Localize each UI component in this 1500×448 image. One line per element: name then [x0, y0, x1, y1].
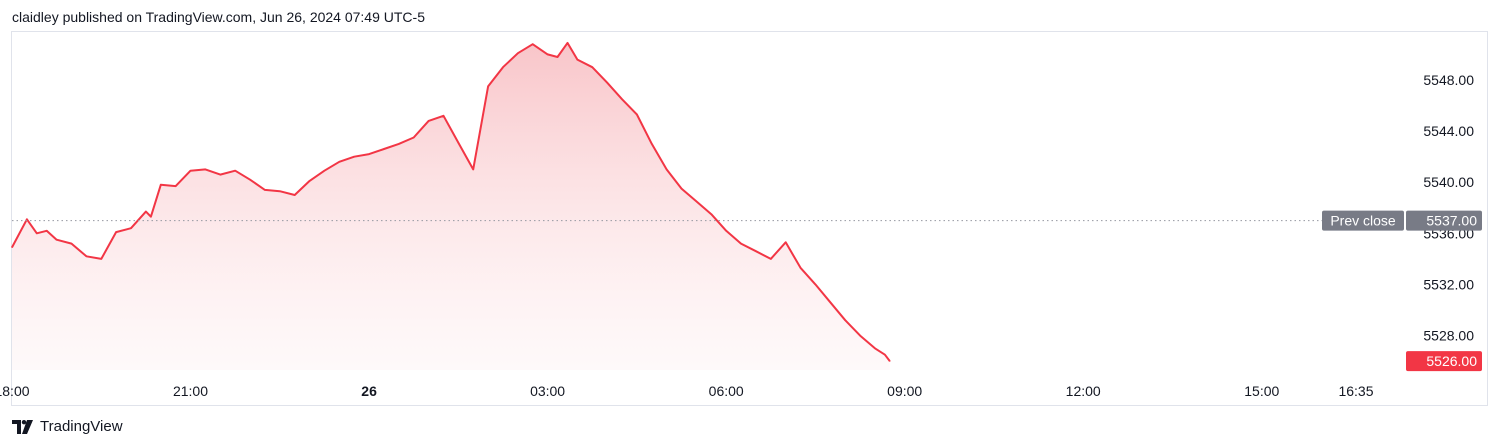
publish-header: claidley published on TradingView.com, J… [12, 9, 425, 25]
price-point [413, 136, 415, 139]
price-point [175, 185, 177, 187]
price-point [46, 230, 48, 232]
time-tick-label: 26 [361, 383, 377, 399]
last-price-value: 5526.00 [1426, 353, 1477, 369]
price-point [249, 179, 251, 181]
price-point [11, 246, 13, 248]
price-point [859, 335, 861, 337]
tradingview-logo-icon [12, 419, 33, 434]
price-point [889, 360, 891, 362]
price-tick-label: 5540.00 [1423, 174, 1474, 190]
price-point [666, 168, 668, 170]
price-point [487, 85, 489, 87]
time-tick-label: 06:00 [709, 383, 744, 399]
plot-area [11, 41, 1322, 371]
price-point [874, 347, 876, 349]
price-point [814, 283, 817, 285]
footer-brand: TradingView [40, 418, 123, 435]
price-point [279, 190, 281, 192]
price-point [844, 319, 846, 321]
price-point [472, 168, 474, 170]
price-point [710, 213, 712, 215]
price-point [636, 113, 638, 116]
price-point [130, 227, 132, 229]
price-point [695, 200, 698, 202]
price-chart[interactable]: 18:00 21:00 26 03:00 06:00 09:00 12:00 15:00 16:… [0, 0, 1500, 410]
price-point [651, 143, 653, 145]
price-tick-label: 5532.00 [1423, 276, 1474, 292]
price-area-fill [12, 42, 890, 371]
price-point [189, 170, 192, 172]
price-point [323, 170, 325, 172]
chart-frame[interactable] [11, 31, 1488, 406]
price-point [368, 153, 370, 155]
price-point [56, 239, 58, 241]
price-point [517, 52, 519, 54]
price-point [160, 184, 162, 186]
price-point [591, 66, 593, 68]
price-tick-label: 5544.00 [1423, 123, 1474, 139]
price-point [725, 230, 727, 232]
price-point [884, 354, 886, 356]
time-tick-label: 12:00 [1066, 383, 1101, 399]
price-point [294, 194, 296, 196]
price-point [36, 232, 38, 234]
price-point [442, 115, 445, 117]
price-point [428, 120, 430, 122]
price-point [680, 188, 683, 190]
price-point [799, 267, 802, 269]
price-point [829, 301, 831, 303]
price-badges: Prev close 5537.00 5526.00 [1322, 210, 1482, 372]
price-point [383, 148, 385, 150]
price-point [547, 53, 549, 56]
price-point [606, 82, 608, 84]
price-tick-label: 5548.00 [1423, 72, 1474, 88]
price-point [85, 255, 87, 257]
price-tick-label: 5528.00 [1423, 328, 1474, 344]
time-tick-label: 21:00 [173, 383, 208, 399]
price-point [621, 98, 623, 100]
price-point [100, 258, 102, 260]
price-point [770, 258, 772, 260]
time-tick-label: 03:00 [530, 383, 565, 399]
prev-close-value-badge [1406, 210, 1482, 231]
price-point [353, 156, 355, 158]
price-point [150, 216, 152, 218]
time-tick-label: 16:35 [1338, 383, 1373, 399]
footer: TradingView [12, 418, 123, 435]
prev-close-value: 5537.00 [1426, 213, 1477, 229]
price-axis: 5548.005544.005540.005536.005532.005528.… [1423, 72, 1474, 344]
price-point [566, 42, 569, 44]
price-point [755, 250, 757, 252]
time-tick-label: 09:00 [887, 383, 922, 399]
time-tick-label: 15:00 [1244, 383, 1279, 399]
price-point [532, 43, 534, 45]
price-line [11, 41, 891, 362]
price-point [115, 231, 117, 233]
last-price-badge [1406, 351, 1482, 372]
price-point [740, 243, 742, 245]
price-point [338, 161, 340, 163]
time-tick-label: 18:00 [0, 383, 30, 399]
price-point [219, 174, 221, 176]
price-point [785, 241, 787, 243]
time-axis: 18:00 21:00 26 03:00 06:00 09:00 12:00 15:00 16:… [0, 383, 1374, 399]
price-point [398, 143, 400, 145]
price-point [204, 168, 206, 170]
prev-close-label: Prev close [1330, 213, 1396, 229]
price-point [234, 170, 236, 172]
price-point [576, 59, 579, 61]
price-point [145, 211, 147, 213]
price-point [70, 243, 73, 245]
price-point [26, 218, 28, 220]
price-point [502, 66, 504, 68]
price-point [556, 56, 559, 58]
price-point [457, 142, 459, 144]
price-point [264, 189, 266, 191]
price-point [309, 180, 311, 182]
prev-close-label-badge [1322, 210, 1404, 231]
